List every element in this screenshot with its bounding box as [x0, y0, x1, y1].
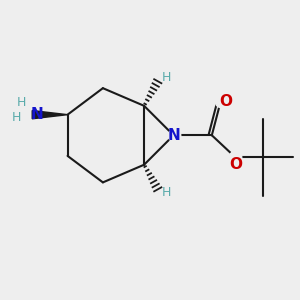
- Text: N: N: [30, 107, 43, 122]
- Text: O: O: [229, 157, 242, 172]
- Polygon shape: [32, 110, 68, 119]
- Text: O: O: [220, 94, 232, 109]
- Text: H: H: [11, 111, 21, 124]
- Text: H: H: [161, 186, 171, 199]
- Text: H: H: [16, 96, 26, 109]
- Text: N: N: [167, 128, 180, 143]
- Text: H: H: [161, 71, 171, 84]
